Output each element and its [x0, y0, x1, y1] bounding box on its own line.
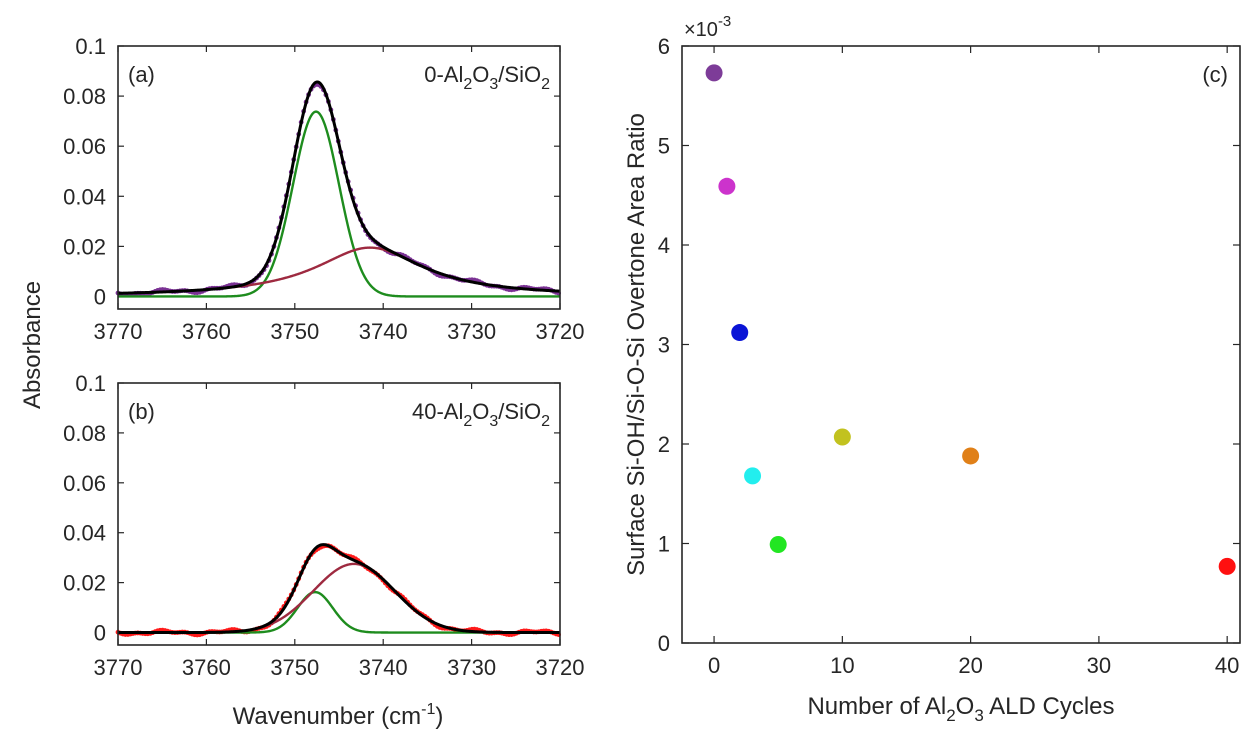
- y-tick-label: 0.1: [75, 371, 106, 396]
- sample-label-part: 40-Al: [412, 399, 463, 424]
- x-tick-label: 3730: [447, 655, 496, 680]
- sample-label-part: 2: [463, 413, 472, 430]
- y-tick-label: 4: [658, 233, 670, 258]
- y-tick-label: 1: [658, 532, 670, 557]
- scatter-point: [705, 64, 723, 82]
- series-line-component-fit-1: [118, 110, 560, 298]
- sample-label-part: 2: [463, 76, 472, 93]
- scatter-point: [731, 324, 749, 342]
- x-tick-label: 30: [1087, 653, 1111, 678]
- y-tick-label: 0.06: [63, 471, 106, 496]
- x-tick-label: 3750: [270, 319, 319, 344]
- sample-label-part: 3: [489, 413, 498, 430]
- x-tick-label: 3730: [447, 319, 496, 344]
- scatter-point: [718, 177, 736, 195]
- plot-area: [682, 46, 1240, 643]
- y-tick-label: 3: [658, 333, 670, 358]
- panel-label: (a): [128, 62, 155, 87]
- y-tick-label: 0.06: [63, 134, 106, 159]
- y-tick-label: 6: [658, 34, 670, 59]
- plot-frame: [681, 45, 1241, 644]
- x-tick-label: 40: [1215, 653, 1239, 678]
- scatter-point: [744, 467, 762, 485]
- x-tick-label: 3750: [270, 655, 319, 680]
- x-tick-label: 3740: [359, 655, 408, 680]
- plot-frame: [117, 382, 561, 646]
- scatter-point: [962, 447, 980, 465]
- y-tick-label: 2: [658, 432, 670, 457]
- x-tick-label: 3770: [94, 319, 143, 344]
- y-axis-label: Surface Si-OH/Si-O-Si Overtone Area Rati…: [623, 113, 650, 576]
- plot-area: [118, 383, 560, 645]
- y-tick-label: 0.04: [63, 184, 106, 209]
- sample-label-part: 2: [541, 413, 550, 430]
- sample-label: 40-Al2O3/SiO2: [412, 399, 550, 430]
- sample-label-part: 3: [489, 76, 498, 93]
- panel-label: (c): [1202, 62, 1228, 87]
- x-axis-label-part: 2: [946, 706, 955, 725]
- plot-area: [118, 46, 560, 309]
- x-tick-label: 3720: [536, 655, 585, 680]
- x-tick-label: 3760: [182, 319, 231, 344]
- x-tick-label: 3740: [359, 319, 408, 344]
- x-axis-label-part: 3: [974, 706, 983, 725]
- x-tick-label: 20: [958, 653, 982, 678]
- y-tick-label: 0.08: [63, 84, 106, 109]
- sample-label-part: 2: [541, 76, 550, 93]
- y-tick-label: 5: [658, 134, 670, 159]
- y-tick-label: 0: [94, 284, 106, 309]
- y-tick-label: 0.08: [63, 421, 106, 446]
- y-tick-label: 0.04: [63, 521, 106, 546]
- x-tick-label: 3770: [94, 655, 143, 680]
- xlabel-wavenumber-superscript: -1: [421, 701, 435, 718]
- x-tick-label: 3720: [536, 319, 585, 344]
- panel-label: (b): [128, 399, 155, 424]
- x-axis-label: Number of Al2O3 ALD Cycles: [807, 693, 1114, 725]
- y-axis-multiplier: ×10-3: [684, 13, 731, 41]
- series-line-total-fit: [118, 543, 560, 635]
- xlabel-wavenumber-close: ): [435, 703, 443, 730]
- x-axis-label-part: O: [956, 693, 975, 720]
- sample-label-part: /SiO: [498, 62, 541, 87]
- scatter-point: [833, 428, 851, 446]
- x-axis-label-part: Number of Al: [807, 693, 946, 720]
- x-axis-label-part: ALD Cycles: [984, 693, 1115, 720]
- sample-label-part: 0-Al: [424, 62, 463, 87]
- sample-label: 0-Al2O3/SiO2: [424, 62, 550, 93]
- x-tick-label: 0: [708, 653, 720, 678]
- y-axis-multiplier-exponent: -3: [718, 13, 731, 30]
- x-tick-label: 10: [830, 653, 854, 678]
- y-tick-label: 0: [658, 631, 670, 656]
- scatter-point: [769, 535, 787, 553]
- x-tick-label: 3760: [182, 655, 231, 680]
- ylabel-absorbance: Absorbance: [19, 281, 46, 409]
- y-tick-label: 0.1: [75, 34, 106, 59]
- y-tick-label: 0.02: [63, 571, 106, 596]
- xlabel-wavenumber-main: Wavenumber (cm: [233, 703, 421, 730]
- scatter-point: [1218, 557, 1236, 575]
- plot-frame: [117, 45, 561, 310]
- sample-label-part: O: [472, 399, 489, 424]
- y-tick-label: 0.02: [63, 234, 106, 259]
- sample-label-part: O: [472, 62, 489, 87]
- sample-label-part: /SiO: [498, 399, 541, 424]
- panel-b-absorbance-plot: 3770 3760 3750 3740 3730 3720 0 0.02 0.04 0.06 0.0…: [63, 371, 584, 680]
- xlabel-wavenumber: Wavenumber (cm-1): [233, 701, 444, 730]
- y-axis-multiplier-base: ×10: [684, 19, 718, 41]
- panel-a-absorbance-plot: 3770 3760 3750 3740 3730 3720 0 0.02 0.04 0.06 0.0…: [63, 34, 584, 344]
- y-tick-label: 0: [94, 621, 106, 646]
- series-line-total-fit: [117, 80, 561, 295]
